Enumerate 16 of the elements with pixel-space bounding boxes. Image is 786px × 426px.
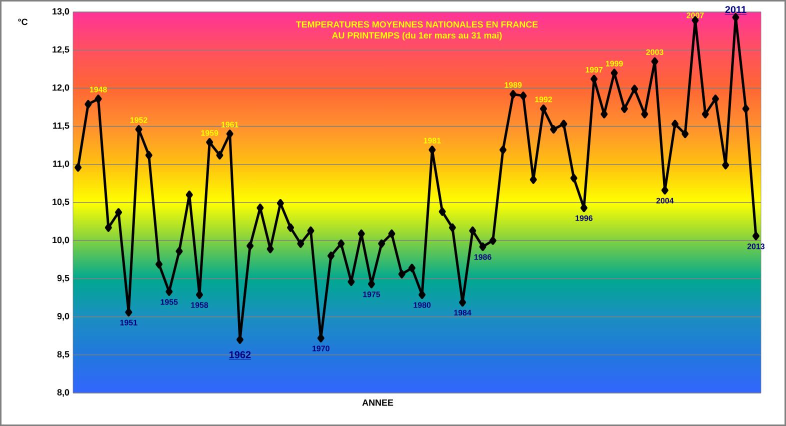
y-tick-label: 8,0 (57, 389, 70, 397)
y-tick-label: 9,0 (57, 312, 70, 321)
y-tick-label: 12,0 (52, 84, 70, 92)
annotation: 2011 (725, 6, 746, 14)
y-tick-label: 12,5 (52, 46, 70, 54)
y-tick-label: 9,5 (57, 274, 70, 283)
y-tick-label: 11,5 (53, 122, 70, 130)
text: AU PRINTEMPS (du 1er mars au 31 mai) (332, 32, 502, 40)
text: TEMPERATURES MOYENNES NATIONALES EN FRANCE (296, 21, 538, 28)
y-tick-label: 8,5 (57, 351, 70, 359)
y-tick-label: 13,0 (52, 8, 70, 16)
y-tick-label: 11,0 (53, 160, 70, 168)
y-axis-title: °C (18, 18, 28, 26)
y-tick-label: 10,5 (52, 198, 70, 206)
y-tick-label: 10,0 (52, 236, 70, 244)
x-axis-title: ANNEE (362, 400, 394, 406)
